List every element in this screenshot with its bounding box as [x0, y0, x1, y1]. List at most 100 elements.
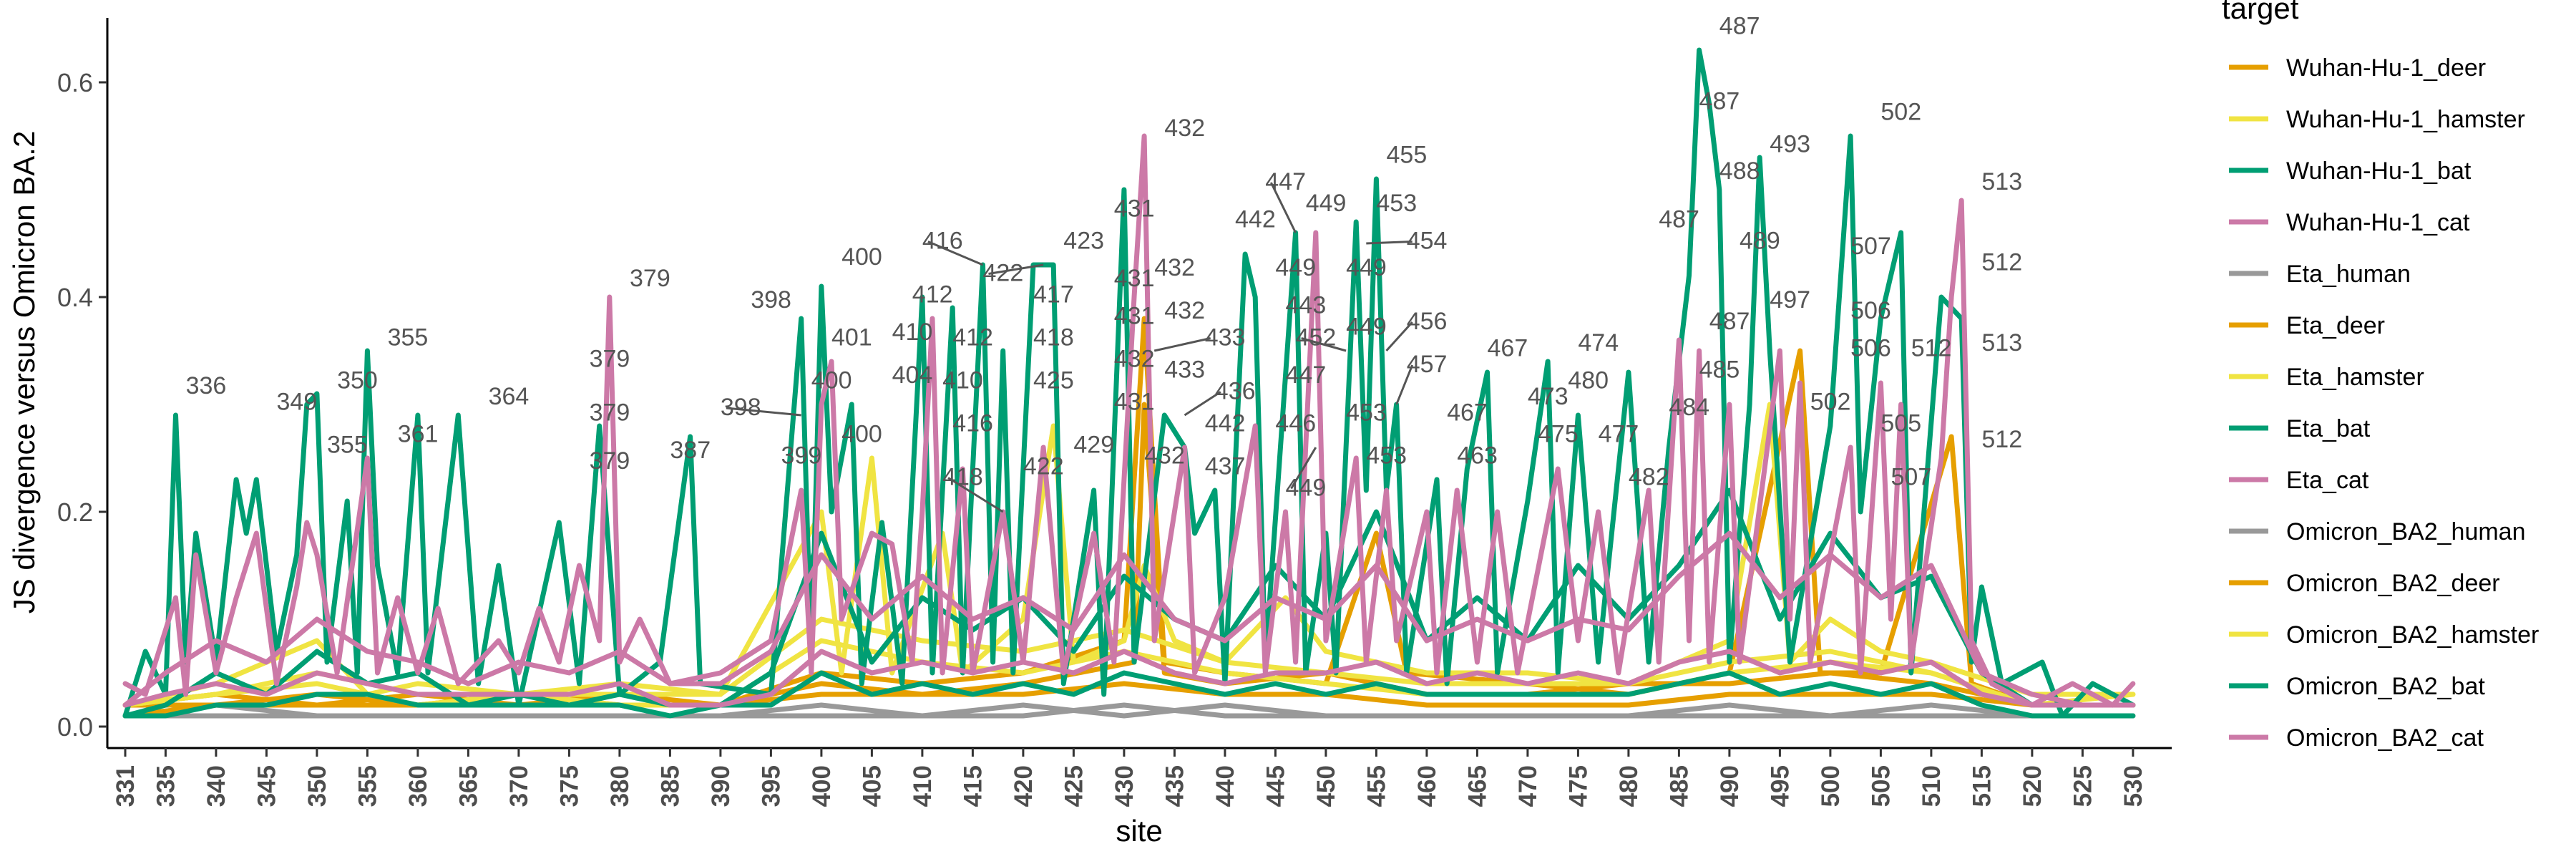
legend-entry-label: Eta_bat — [2286, 415, 2371, 442]
site-annotation-label: 480 — [1568, 367, 1609, 394]
site-annotation-label: 418 — [1033, 324, 1074, 351]
site-annotation-label: 410 — [892, 319, 933, 346]
site-annotation-label: 432 — [1164, 297, 1205, 324]
site-annotation-label: 512 — [1911, 335, 1952, 362]
site-annotation-label: 431 — [1114, 265, 1155, 292]
legend-entry-label: Omicron_BA2_hamster — [2286, 621, 2539, 649]
site-annotation-label: 400 — [841, 243, 882, 271]
site-annotation-label: 507 — [1891, 464, 1932, 491]
x-tick-label: 355 — [353, 765, 381, 807]
site-annotation-label: 416 — [952, 410, 993, 437]
site-annotation-label: 493 — [1770, 131, 1810, 158]
x-tick-label: 445 — [1262, 765, 1289, 807]
site-annotation-label: 442 — [1205, 410, 1246, 437]
legend-entry-label: Omicron_BA2_bat — [2286, 673, 2485, 700]
series-line-Wuhan-Hu-1_cat — [122, 133, 2136, 708]
site-annotation-label: 436 — [1215, 378, 1256, 405]
x-tick-label: 350 — [303, 765, 331, 807]
x-tick-label: 510 — [1918, 765, 1946, 807]
site-annotation-label: 416 — [922, 228, 963, 255]
site-annotation-label: 485 — [1699, 356, 1740, 384]
site-annotation-label: 432 — [1154, 254, 1195, 281]
site-annotation-label: 513 — [1981, 329, 2022, 356]
site-annotation-label: 446 — [1275, 410, 1316, 437]
site-annotation-label: 412 — [952, 324, 993, 351]
x-tick-label: 335 — [152, 765, 180, 807]
legend-entry-label: Omicron_BA2_cat — [2286, 724, 2484, 752]
site-annotation-label: 443 — [1286, 292, 1327, 319]
site-annotation-label: 507 — [1850, 233, 1891, 260]
site-annotation-label: 449 — [1286, 475, 1327, 502]
x-tick-label: 460 — [1413, 765, 1441, 807]
site-annotation-label: 422 — [983, 260, 1024, 287]
x-tick-label: 345 — [253, 765, 280, 807]
site-annotation-label: 487 — [1659, 206, 1699, 233]
site-annotation-label: 400 — [811, 367, 852, 394]
site-annotation-label: 513 — [1981, 168, 2022, 195]
site-annotation-label: 482 — [1629, 464, 1669, 491]
site-annotation-label: 487 — [1709, 308, 1750, 335]
site-annotation-label: 452 — [1296, 324, 1337, 351]
x-tick-label: 331 — [112, 765, 140, 807]
series-line-Omicron_BA2_bat — [122, 670, 2136, 719]
site-annotation-label: 437 — [1205, 453, 1246, 480]
site-annotation-label: 455 — [1387, 142, 1428, 169]
site-annotation-label: 456 — [1407, 308, 1448, 335]
annotation-leader-line — [988, 263, 1044, 275]
annotation-leader-line — [1153, 337, 1211, 352]
site-annotation-label: 467 — [1488, 335, 1528, 362]
annotation-leader-line — [947, 477, 1004, 513]
x-tick-label: 435 — [1161, 765, 1189, 807]
annotation-leader-line — [1385, 321, 1413, 352]
site-annotation-label: 453 — [1366, 442, 1407, 470]
y-tick-label: 0.4 — [57, 283, 93, 312]
site-annotations: 336 349 350 355 355 361 364 379 379 379 379 387 398 3… — [186, 13, 2022, 513]
x-tick-label: 340 — [203, 765, 230, 807]
site-annotation-label: 453 — [1346, 399, 1387, 427]
x-tick-label: 520 — [2019, 765, 2046, 807]
x-tick-label: 495 — [1766, 765, 1794, 807]
site-annotation-label: 477 — [1599, 421, 1639, 448]
y-axis-title: JS divergence versus Omicron BA.2 — [7, 131, 41, 614]
site-annotation-label: 454 — [1407, 228, 1448, 255]
x-tick-label: 375 — [555, 765, 583, 807]
series-line-Omicron_BA2_cat — [122, 649, 2136, 708]
site-annotation-label: 399 — [781, 442, 822, 470]
series-line-Eta_cat — [122, 530, 2136, 708]
x-axis-ticks: 331 335 340 345 350 355 360 365 370 375 380 385 390 3… — [112, 748, 2147, 807]
x-tick-label: 380 — [606, 765, 634, 807]
legend-entry-label: Eta_deer — [2286, 312, 2385, 339]
site-annotation-label: 379 — [590, 399, 630, 427]
x-tick-label: 420 — [1010, 765, 1038, 807]
site-annotation-label: 474 — [1578, 329, 1619, 356]
x-tick-label: 465 — [1463, 765, 1491, 807]
site-annotation-label: 463 — [1457, 442, 1498, 470]
annotation-leader-line — [726, 407, 801, 417]
site-annotation-label: 410 — [942, 367, 983, 394]
site-annotation-label: 433 — [1164, 356, 1205, 384]
site-annotation-label: 387 — [670, 437, 711, 464]
site-annotation-label: 417 — [1033, 281, 1074, 309]
site-annotation-label: 355 — [388, 324, 429, 351]
x-tick-label: 475 — [1564, 765, 1592, 807]
site-annotation-label: 506 — [1850, 297, 1891, 324]
site-annotation-label: 512 — [1981, 426, 2022, 453]
site-annotation-label: 400 — [841, 421, 882, 448]
site-annotation-label: 432 — [1144, 442, 1185, 470]
x-tick-label: 440 — [1211, 765, 1239, 807]
y-axis-ticks: 0.0 0.2 0.4 0.6 — [57, 68, 107, 742]
site-annotation-label: 423 — [1063, 228, 1104, 255]
site-annotation-label: 404 — [892, 361, 933, 389]
annotation-leader-line — [1184, 391, 1221, 417]
x-tick-label: 400 — [808, 765, 836, 807]
plot-lines — [122, 47, 2136, 719]
site-annotation-label: 484 — [1669, 394, 1709, 421]
site-annotation-label: 432 — [1114, 346, 1155, 373]
x-tick-label: 395 — [757, 765, 785, 807]
site-annotation-label: 512 — [1981, 249, 2022, 276]
site-annotation-label: 425 — [1033, 367, 1074, 394]
x-tick-label: 430 — [1111, 765, 1138, 807]
site-annotation-label: 467 — [1447, 399, 1488, 427]
x-tick-label: 390 — [707, 765, 735, 807]
x-tick-label: 485 — [1665, 765, 1693, 807]
